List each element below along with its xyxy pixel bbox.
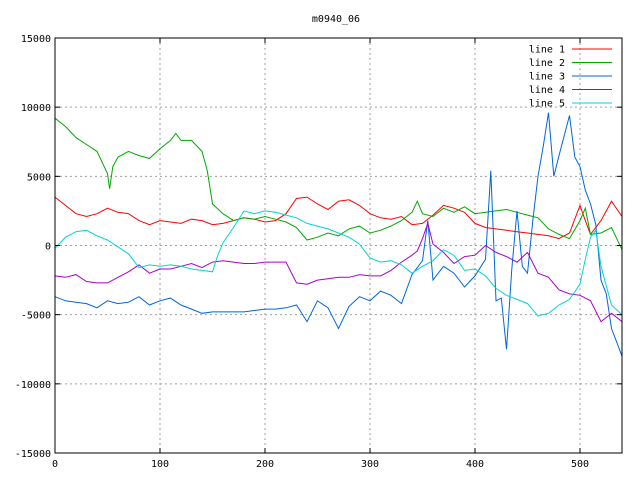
chart-title: m0940_06 (312, 14, 360, 25)
grid-lines (55, 38, 622, 453)
y-tick-label: 15000 (21, 34, 51, 45)
x-tick-label: 500 (571, 459, 589, 470)
legend-label: line 4 (529, 85, 565, 96)
x-tick-label: 300 (361, 459, 379, 470)
y-tick-label: -5000 (21, 311, 51, 322)
x-tick-label: 200 (256, 459, 274, 470)
x-tick-label: 400 (466, 459, 484, 470)
series-line-4 (54, 221, 623, 323)
y-tick-label: 5000 (27, 172, 51, 183)
legend-label: line 1 (529, 45, 565, 56)
series-line-5 (54, 210, 623, 317)
series-line-2 (54, 117, 623, 250)
axis-ticks: 0 100 200 300 400 500 -15000 -10000 -5000 0 5000 10… (15, 34, 622, 470)
y-tick-label: -10000 (15, 380, 51, 391)
x-tick-label: 0 (52, 459, 58, 470)
y-tick-label: 10000 (21, 103, 51, 114)
legend-label: line 5 (529, 99, 565, 110)
legend-label: line 2 (529, 58, 565, 69)
legend-label: line 3 (529, 72, 565, 83)
y-tick-label: 0 (45, 242, 51, 253)
y-tick-label: -15000 (15, 449, 51, 460)
series-group (54, 112, 623, 357)
x-tick-label: 100 (151, 459, 169, 470)
series-line-3 (54, 112, 623, 357)
series-line-1 (54, 196, 623, 240)
legend: line 1 line 2 line 3 line 4 line 5 (529, 45, 612, 110)
